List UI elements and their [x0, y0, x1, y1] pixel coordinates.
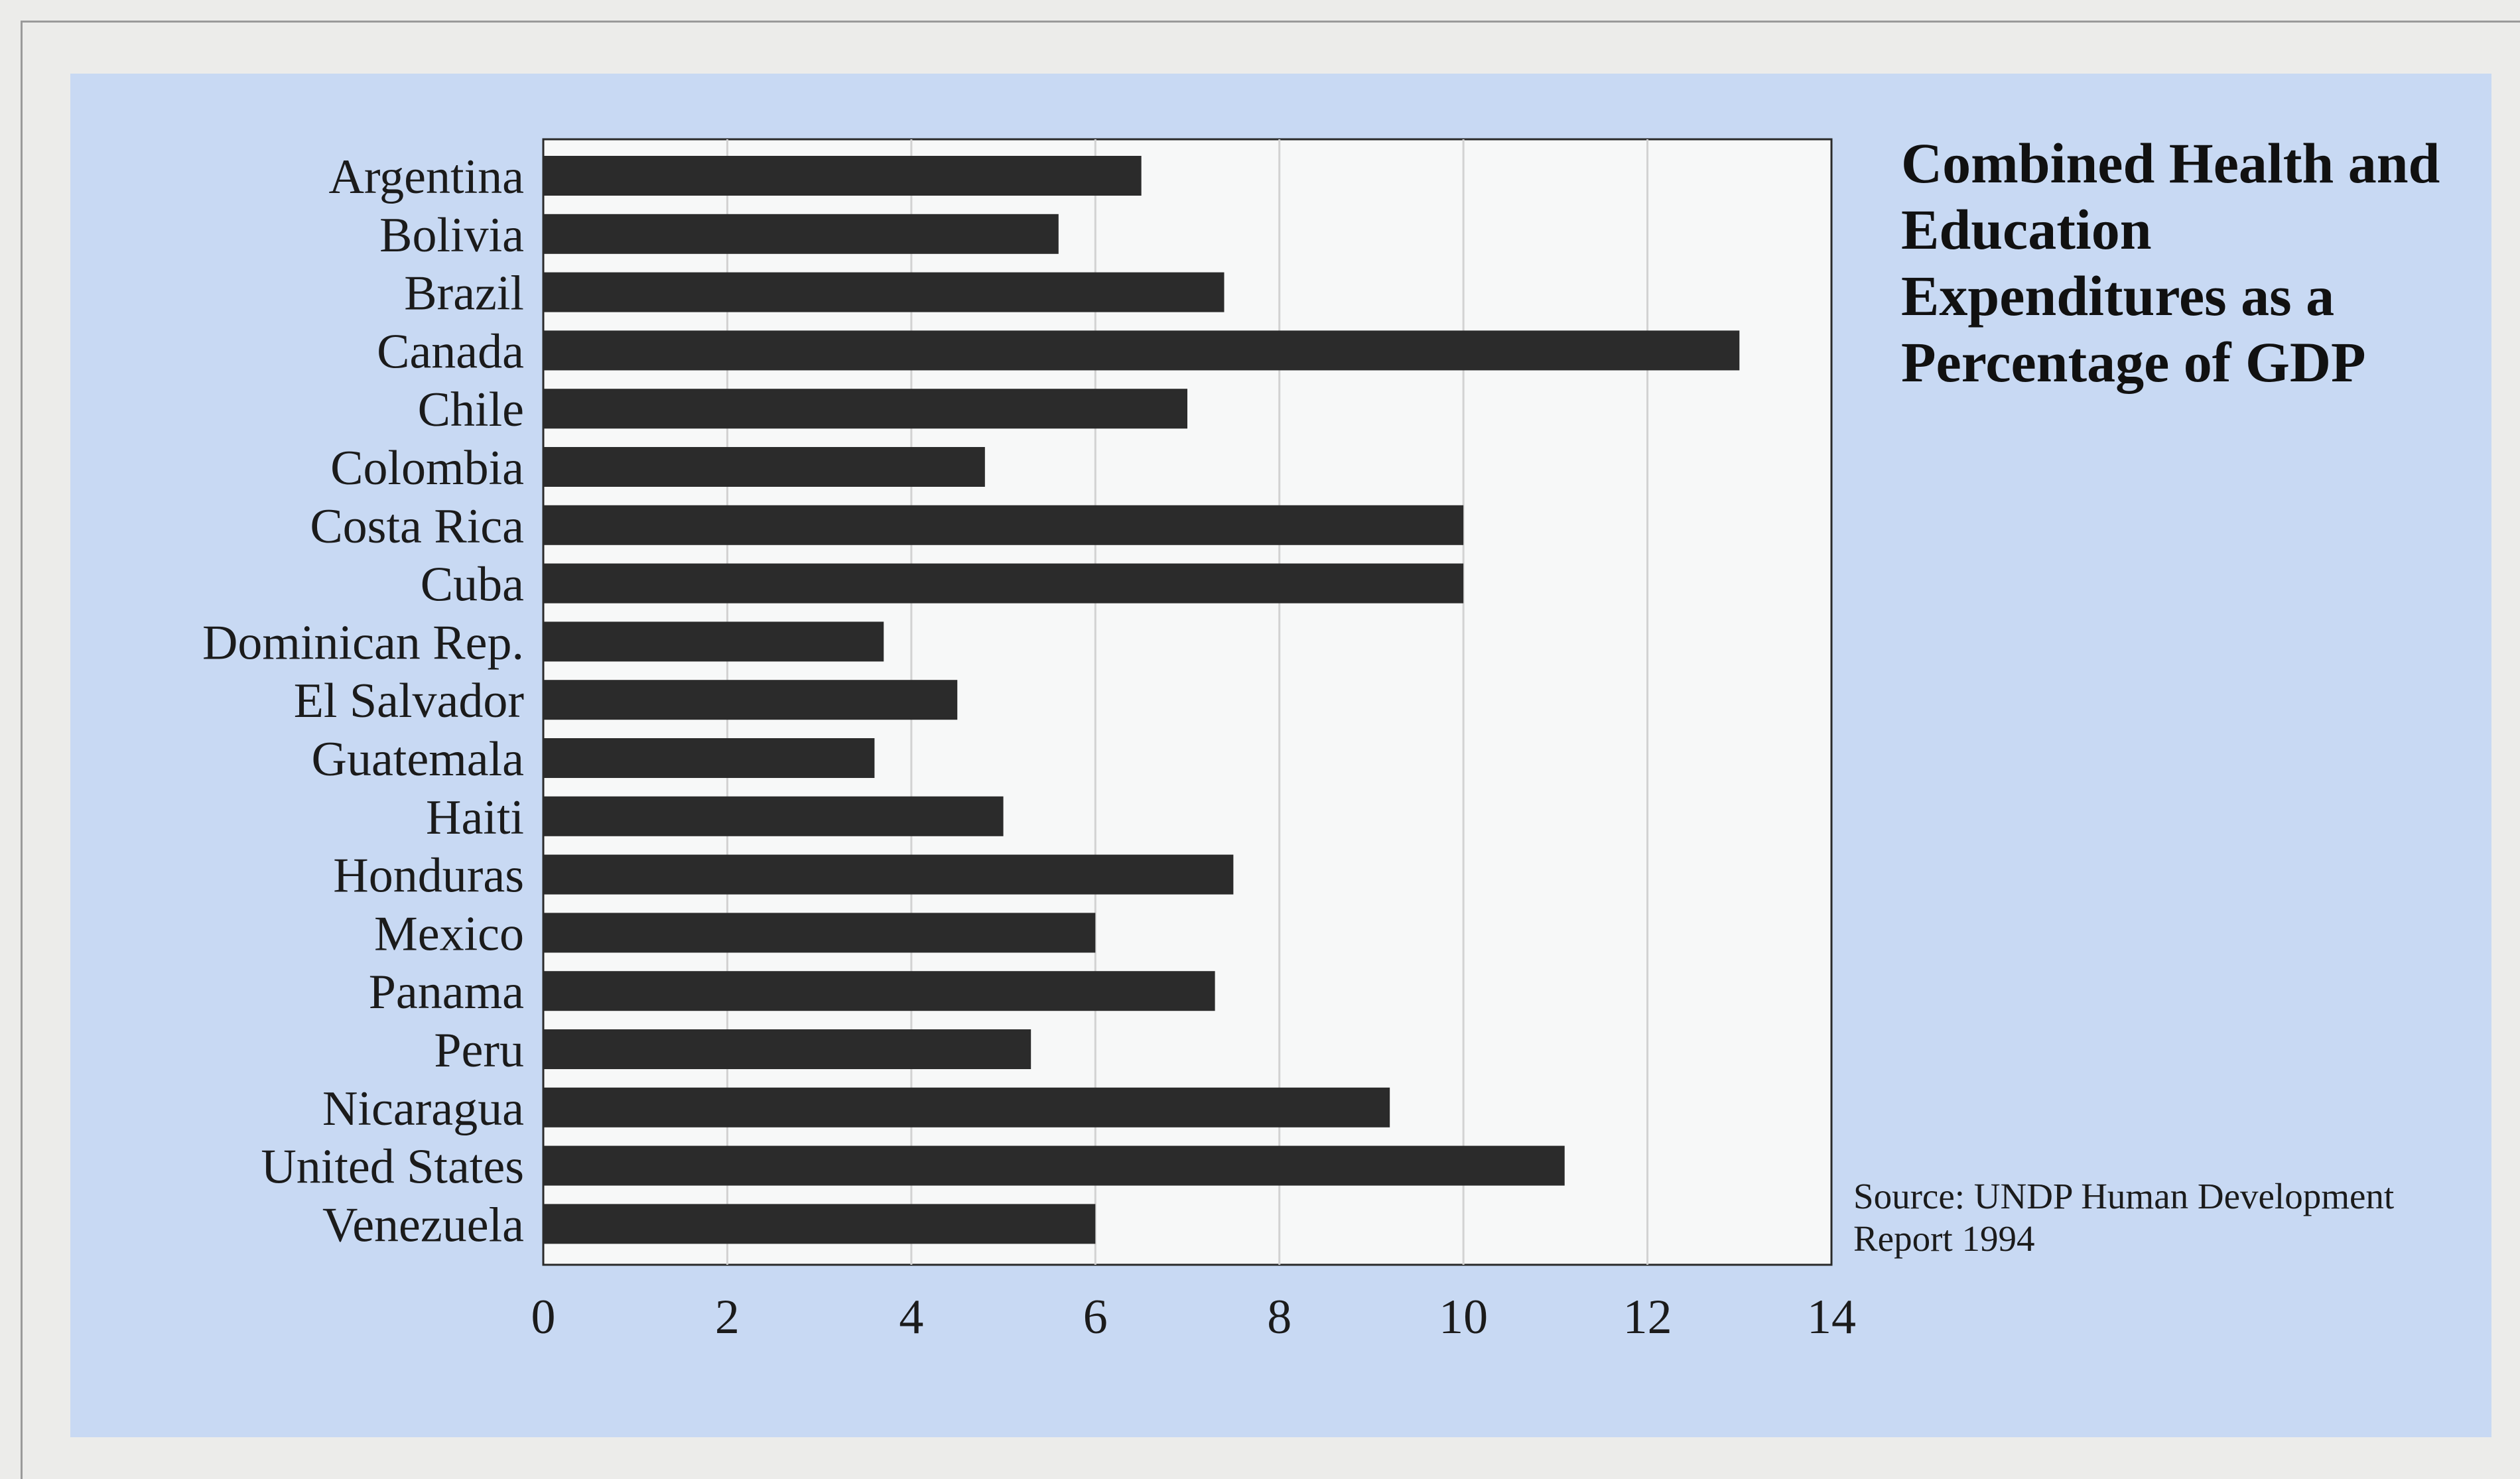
category-label: Panama [369, 965, 524, 1019]
category-label: Dominican Rep. [202, 615, 524, 670]
x-tick-label: 0 [531, 1290, 556, 1344]
category-label: Canada [377, 324, 524, 379]
x-tick-label: 10 [1439, 1290, 1488, 1344]
bar-cuba [543, 563, 1464, 604]
x-tick-label: 14 [1807, 1290, 1856, 1344]
category-label: Costa Rica [310, 499, 524, 554]
category-label: Colombia [330, 441, 524, 495]
x-tick-label: 2 [715, 1290, 740, 1344]
category-label: Bolivia [379, 208, 524, 263]
bar-peru [543, 1029, 1031, 1069]
bar-nicaragua [543, 1087, 1390, 1127]
bar-canada [543, 330, 1740, 371]
category-label: Guatemala [312, 732, 525, 787]
category-label: Mexico [374, 907, 524, 961]
category-label: Venezuela [322, 1198, 524, 1252]
category-label: El Salvador [294, 674, 524, 728]
bars [543, 156, 1740, 1244]
category-label: Chile [418, 383, 524, 437]
category-label: Brazil [404, 267, 524, 321]
x-tick-label: 8 [1267, 1290, 1292, 1344]
bar-venezuela [543, 1204, 1096, 1244]
bar-chile [543, 389, 1187, 429]
bar-colombia [543, 447, 985, 487]
category-label: Argentina [328, 150, 524, 204]
bar-dominican-rep [543, 621, 884, 662]
category-labels: ArgentinaBoliviaBrazilCanadaChileColombi… [202, 150, 524, 1252]
bar-argentina [543, 156, 1142, 196]
category-label: United States [261, 1140, 524, 1194]
bar-united-states [543, 1145, 1565, 1186]
bar-guatemala [543, 738, 875, 778]
bar-honduras [543, 854, 1234, 895]
chart-title: Combined Health and Education Expenditur… [1901, 131, 2440, 394]
category-label: Nicaragua [322, 1082, 524, 1136]
x-tick-label: 12 [1623, 1290, 1672, 1344]
bar-panama [543, 971, 1215, 1011]
source-note: Source: UNDP Human Development Report 19… [1853, 1176, 2395, 1259]
page-frame [21, 21, 2520, 1479]
category-label: Haiti [426, 791, 524, 845]
bar-haiti [543, 796, 1004, 836]
bar-brazil [543, 272, 1225, 312]
x-tick-labels: 0 2 4 6 8 10 12 14 [531, 1290, 1857, 1344]
x-tick-label: 4 [899, 1290, 923, 1344]
category-label: Cuba [421, 558, 524, 612]
bar-mexico [543, 913, 1096, 953]
bar-bolivia [543, 214, 1059, 254]
x-tick-label: 6 [1083, 1290, 1108, 1344]
bar-costa-rica [543, 505, 1464, 545]
category-label: Peru [434, 1023, 524, 1078]
bar-el-salvador [543, 680, 958, 720]
category-label: Honduras [333, 849, 524, 903]
